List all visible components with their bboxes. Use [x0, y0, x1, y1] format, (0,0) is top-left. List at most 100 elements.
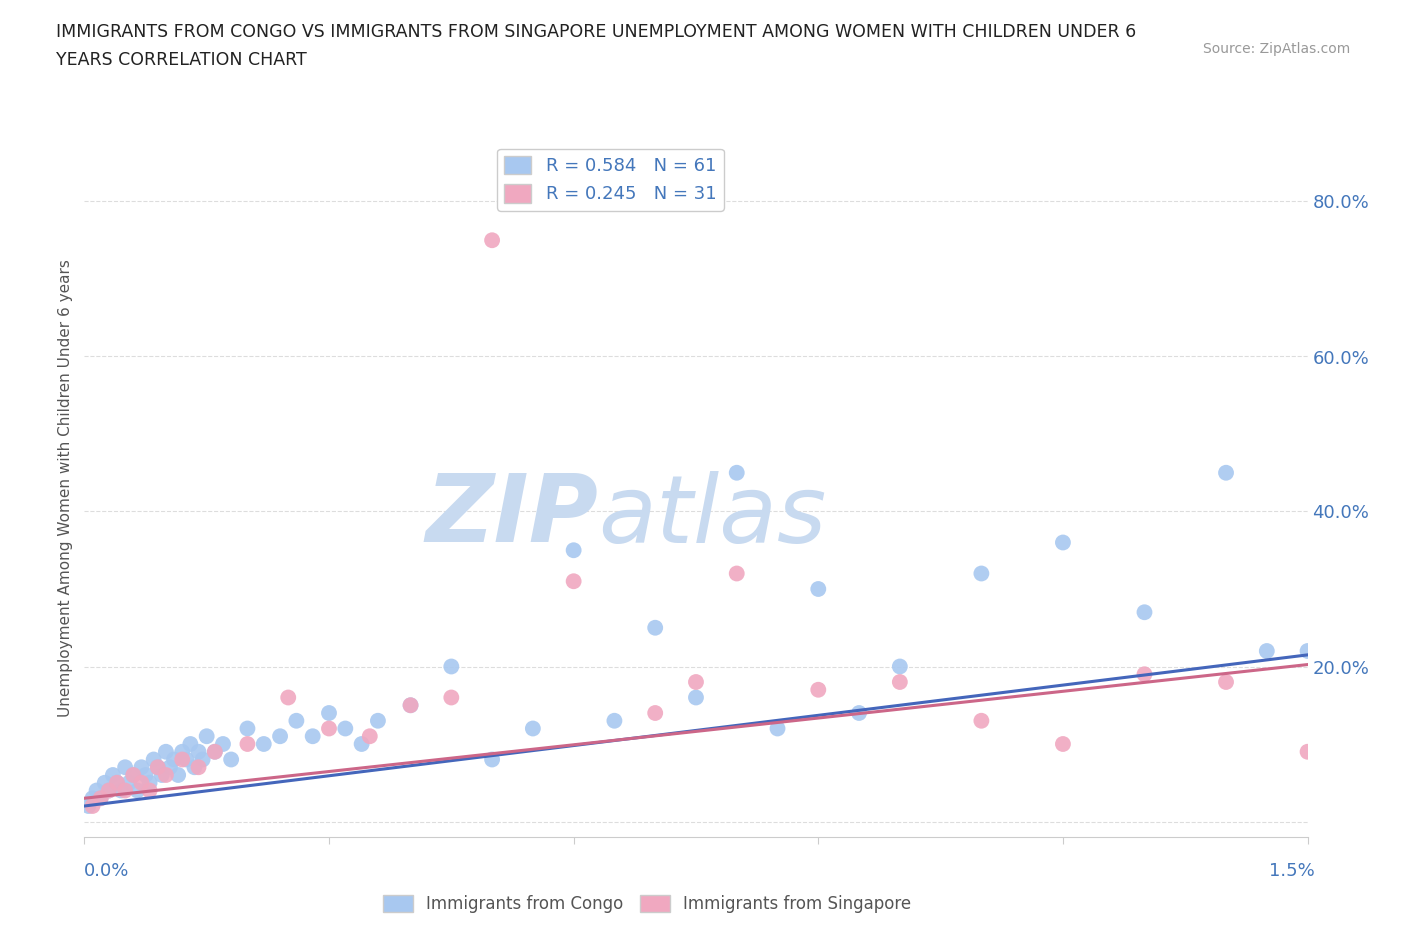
Point	[970, 713, 993, 728]
Point	[142, 752, 165, 767]
Point	[187, 744, 209, 759]
Point	[167, 767, 190, 782]
Legend: Immigrants from Congo, Immigrants from Singapore: Immigrants from Congo, Immigrants from S…	[375, 888, 918, 920]
Point	[725, 566, 748, 581]
Point	[1133, 604, 1156, 619]
Point	[204, 744, 226, 759]
Point	[93, 776, 115, 790]
Point	[644, 620, 666, 635]
Point	[277, 690, 299, 705]
Text: 0.0%: 0.0%	[84, 862, 129, 881]
Point	[399, 698, 422, 712]
Point	[318, 706, 340, 721]
Text: Source: ZipAtlas.com: Source: ZipAtlas.com	[1202, 42, 1350, 56]
Point	[77, 799, 100, 814]
Point	[155, 767, 177, 782]
Point	[236, 721, 259, 736]
Point	[212, 737, 235, 751]
Point	[219, 752, 242, 767]
Point	[440, 659, 463, 674]
Point	[970, 566, 993, 581]
Point	[318, 721, 340, 736]
Point	[105, 776, 128, 790]
Point	[191, 752, 214, 767]
Point	[172, 744, 194, 759]
Point	[301, 729, 323, 744]
Point	[127, 783, 149, 798]
Point	[118, 776, 141, 790]
Point	[685, 674, 707, 689]
Point	[90, 790, 112, 805]
Point	[97, 783, 120, 798]
Point	[1052, 737, 1074, 751]
Text: YEARS CORRELATION CHART: YEARS CORRELATION CHART	[56, 51, 307, 69]
Point	[285, 713, 308, 728]
Point	[110, 783, 132, 798]
Point	[163, 752, 186, 767]
Point	[481, 752, 503, 767]
Point	[159, 760, 181, 775]
Point	[187, 760, 209, 775]
Point	[562, 543, 585, 558]
Point	[522, 721, 544, 736]
Point	[807, 581, 830, 596]
Point	[644, 706, 666, 721]
Point	[889, 659, 911, 674]
Point	[440, 690, 463, 705]
Point	[105, 776, 128, 790]
Point	[1256, 644, 1278, 658]
Point	[131, 776, 153, 790]
Point	[603, 713, 626, 728]
Text: atlas: atlas	[598, 471, 827, 562]
Text: IMMIGRANTS FROM CONGO VS IMMIGRANTS FROM SINGAPORE UNEMPLOYMENT AMONG WOMEN WITH: IMMIGRANTS FROM CONGO VS IMMIGRANTS FROM…	[56, 23, 1136, 41]
Point	[562, 574, 585, 589]
Text: ZIP: ZIP	[425, 471, 598, 562]
Point	[122, 767, 145, 782]
Point	[889, 674, 911, 689]
Point	[183, 760, 205, 775]
Point	[97, 783, 120, 798]
Point	[399, 698, 422, 712]
Point	[253, 737, 276, 751]
Point	[1215, 674, 1237, 689]
Point	[359, 729, 381, 744]
Point	[135, 767, 157, 782]
Point	[269, 729, 291, 744]
Point	[848, 706, 870, 721]
Point	[335, 721, 357, 736]
Point	[766, 721, 789, 736]
Y-axis label: Unemployment Among Women with Children Under 6 years: Unemployment Among Women with Children U…	[58, 259, 73, 717]
Point	[146, 760, 169, 775]
Point	[1215, 465, 1237, 480]
Point	[86, 783, 108, 798]
Point	[204, 744, 226, 759]
Point	[82, 799, 104, 814]
Point	[1133, 667, 1156, 682]
Point	[367, 713, 389, 728]
Point	[179, 737, 201, 751]
Point	[82, 790, 104, 805]
Point	[195, 729, 218, 744]
Point	[90, 790, 112, 805]
Point	[122, 767, 145, 782]
Point	[236, 737, 259, 751]
Text: 1.5%: 1.5%	[1268, 862, 1315, 881]
Point	[1052, 535, 1074, 550]
Point	[350, 737, 373, 751]
Point	[114, 760, 136, 775]
Point	[114, 783, 136, 798]
Point	[725, 465, 748, 480]
Point	[1296, 744, 1319, 759]
Point	[138, 776, 160, 790]
Point	[807, 683, 830, 698]
Point	[685, 690, 707, 705]
Point	[101, 767, 124, 782]
Point	[131, 760, 153, 775]
Point	[138, 783, 160, 798]
Point	[1296, 644, 1319, 658]
Point	[146, 760, 169, 775]
Point	[172, 752, 194, 767]
Point	[150, 767, 173, 782]
Point	[174, 752, 197, 767]
Point	[481, 232, 503, 247]
